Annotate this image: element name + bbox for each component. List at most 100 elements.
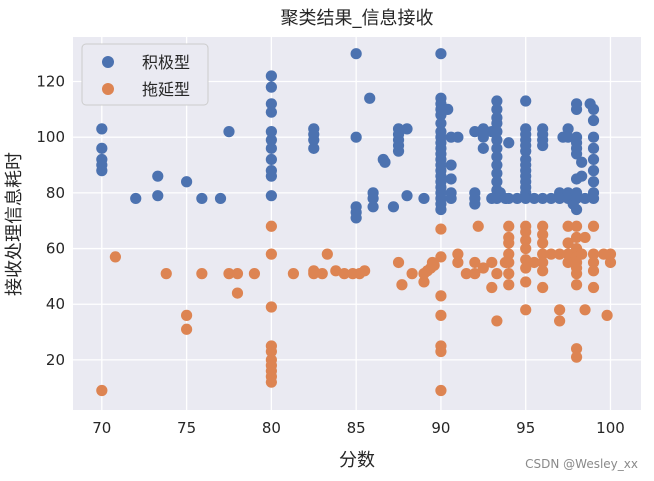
data-point xyxy=(265,248,277,260)
data-point xyxy=(152,170,164,182)
data-point xyxy=(109,251,121,263)
data-point xyxy=(491,315,503,327)
data-point xyxy=(587,192,600,205)
data-point xyxy=(181,323,193,335)
data-point xyxy=(503,256,515,269)
data-point xyxy=(265,70,277,82)
data-point xyxy=(469,256,481,269)
data-point xyxy=(570,220,583,232)
data-point xyxy=(570,279,583,291)
data-point xyxy=(576,170,588,182)
data-point xyxy=(401,190,413,202)
watermark: CSDN @Wesley_xx xyxy=(525,457,638,471)
data-point xyxy=(367,192,379,205)
data-point xyxy=(554,192,566,205)
data-point xyxy=(96,384,108,397)
data-point xyxy=(308,142,320,154)
data-point xyxy=(477,123,489,135)
data-point xyxy=(587,176,600,188)
data-point xyxy=(562,248,574,260)
data-point xyxy=(379,156,391,168)
data-point xyxy=(387,201,400,213)
data-point xyxy=(265,126,277,138)
data-point xyxy=(587,114,600,127)
data-point xyxy=(265,142,277,154)
data-point xyxy=(562,256,574,269)
data-point xyxy=(396,279,408,291)
data-point xyxy=(520,145,532,157)
data-point xyxy=(570,203,583,216)
data-point xyxy=(435,203,447,216)
data-point xyxy=(214,192,227,205)
data-point xyxy=(554,248,566,260)
data-point xyxy=(435,290,447,302)
data-point xyxy=(231,268,244,280)
data-point xyxy=(316,268,328,280)
data-point xyxy=(265,301,277,313)
data-point xyxy=(435,345,447,358)
data-point xyxy=(491,126,503,138)
data-point xyxy=(520,242,532,255)
data-point xyxy=(196,268,208,280)
data-point xyxy=(587,265,600,277)
data-point xyxy=(528,192,540,205)
data-point xyxy=(537,139,549,152)
data-point xyxy=(472,220,484,232)
data-point xyxy=(401,123,413,135)
data-point xyxy=(587,103,600,115)
data-point xyxy=(587,165,600,177)
data-point xyxy=(364,92,376,104)
data-point xyxy=(418,276,430,288)
legend-marker-procrastinating xyxy=(102,83,114,95)
data-point xyxy=(503,279,515,291)
data-point xyxy=(491,95,503,107)
data-point xyxy=(537,192,549,205)
data-point xyxy=(359,265,371,277)
data-point xyxy=(570,103,583,115)
x-tick-label: 90 xyxy=(431,419,450,437)
data-point xyxy=(367,201,379,213)
data-point xyxy=(435,117,447,129)
data-point xyxy=(452,131,464,143)
data-point xyxy=(445,159,457,171)
data-point xyxy=(308,268,320,280)
data-point xyxy=(350,131,362,143)
data-point xyxy=(469,198,481,210)
data-point xyxy=(491,268,503,280)
y-tick-label: 80 xyxy=(46,184,65,202)
data-point xyxy=(503,268,515,280)
data-point xyxy=(503,137,515,149)
data-point xyxy=(562,123,574,135)
data-point xyxy=(576,156,588,168)
data-point xyxy=(537,220,549,232)
data-point xyxy=(152,190,164,202)
data-point xyxy=(486,281,498,294)
data-point xyxy=(491,117,503,129)
data-point xyxy=(265,170,277,182)
data-point xyxy=(579,192,591,205)
x-tick-labels: 70 75 80 85 90 95 100 xyxy=(92,419,625,437)
data-point xyxy=(491,142,503,154)
x-tick-label: 70 xyxy=(92,419,111,437)
data-point xyxy=(223,268,235,280)
data-point xyxy=(503,192,515,205)
data-point xyxy=(452,256,464,269)
data-point xyxy=(445,173,457,185)
data-point xyxy=(265,190,277,202)
data-point xyxy=(601,309,613,321)
data-point xyxy=(181,309,193,321)
data-point xyxy=(96,142,108,154)
data-point xyxy=(520,192,532,205)
data-point xyxy=(350,48,362,60)
data-point xyxy=(587,281,600,294)
data-point xyxy=(520,226,532,238)
data-point xyxy=(587,256,600,269)
y-axis-label: 接收处理信息耗时 xyxy=(4,152,25,296)
data-point xyxy=(223,126,235,138)
y-tick-label: 120 xyxy=(36,73,65,91)
x-tick-label: 100 xyxy=(596,419,625,437)
data-point xyxy=(330,265,342,277)
data-point xyxy=(587,131,600,143)
y-tick-label: 100 xyxy=(36,128,65,146)
data-point xyxy=(579,304,591,316)
